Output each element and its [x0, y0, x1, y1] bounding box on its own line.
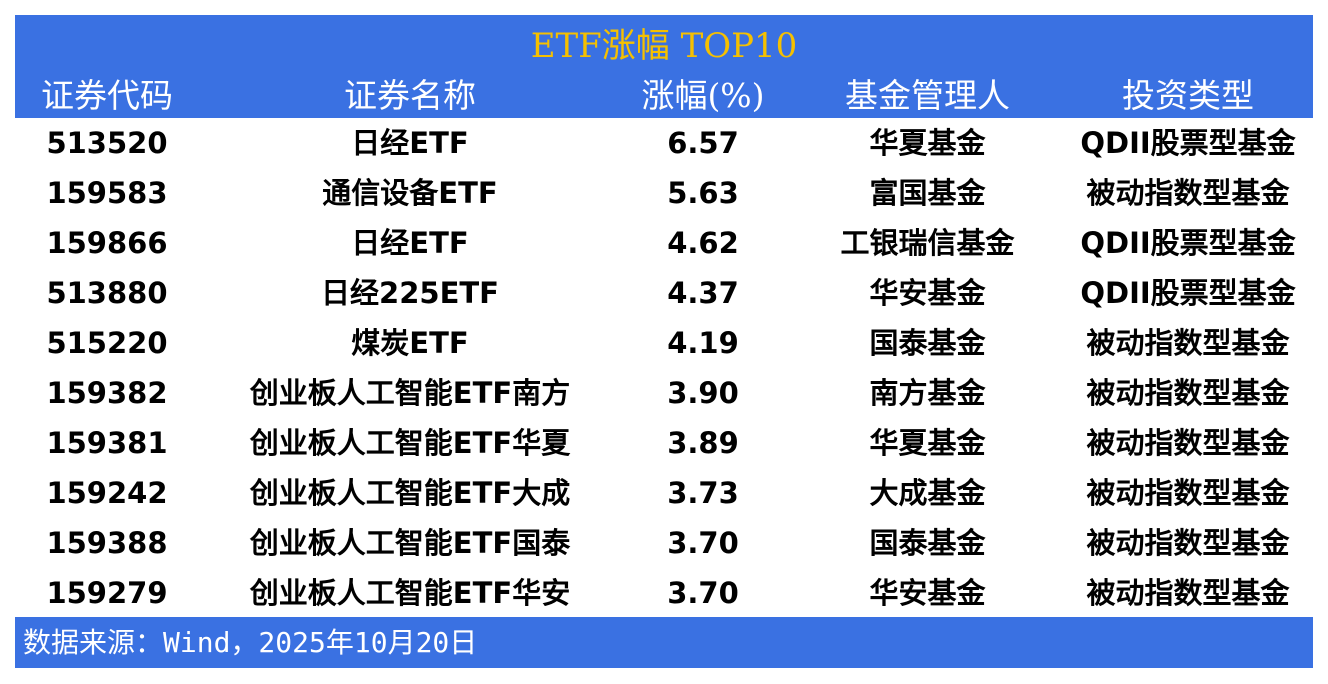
cell-name: 创业板人工智能ETF大成	[249, 476, 571, 510]
table-row: 159382 创业板人工智能ETF南方 3.90 南方基金 被动指数型基金	[15, 368, 1313, 418]
cell-code: 159279	[46, 576, 168, 610]
cell-code: 159381	[46, 426, 168, 460]
cell-manager: 大成基金	[869, 476, 986, 510]
table-row: 513520 日经ETF 6.57 华夏基金 QDII股票型基金	[15, 118, 1313, 168]
header-change: 涨幅(%)	[641, 76, 765, 115]
cell-type: 被动指数型基金	[1086, 476, 1290, 510]
cell-name: 创业板人工智能ETF国泰	[249, 526, 571, 560]
cell-name: 创业板人工智能ETF南方	[249, 376, 571, 410]
cell-name: 创业板人工智能ETF华安	[249, 576, 571, 610]
table-title: ETF涨幅 TOP10	[530, 26, 798, 66]
header-manager: 基金管理人	[845, 76, 1010, 115]
cell-change: 3.70	[667, 576, 739, 610]
table-row: 159388 创业板人工智能ETF国泰 3.70 国泰基金 被动指数型基金	[15, 518, 1313, 568]
table-row: 159242 创业板人工智能ETF大成 3.73 大成基金 被动指数型基金	[15, 468, 1313, 518]
cell-code: 159382	[46, 376, 168, 410]
cell-manager: 工银瑞信基金	[840, 226, 1015, 260]
cell-manager: 国泰基金	[869, 326, 986, 360]
column-headers: 证券代码 证券名称 涨幅(%) 基金管理人 投资类型	[15, 73, 1313, 118]
cell-manager: 南方基金	[869, 376, 986, 410]
cell-type: QDII股票型基金	[1080, 126, 1296, 160]
cell-type: 被动指数型基金	[1086, 376, 1290, 410]
header-type: 投资类型	[1122, 76, 1254, 115]
cell-name: 日经ETF	[351, 226, 469, 260]
cell-change: 3.90	[667, 376, 739, 410]
table-row: 159583 通信设备ETF 5.63 富国基金 被动指数型基金	[15, 168, 1313, 218]
cell-manager: 华夏基金	[869, 426, 986, 460]
table-row: 159381 创业板人工智能ETF华夏 3.89 华夏基金 被动指数型基金	[15, 418, 1313, 468]
table-footer: 数据来源：Wind，2025年10月20日	[15, 617, 1313, 668]
cell-name: 煤炭ETF	[351, 326, 469, 360]
cell-type: 被动指数型基金	[1086, 576, 1290, 610]
cell-name: 通信设备ETF	[322, 176, 498, 210]
cell-manager: 富国基金	[869, 176, 986, 210]
cell-code: 159866	[46, 226, 168, 260]
cell-type: 被动指数型基金	[1086, 326, 1290, 360]
cell-manager: 国泰基金	[869, 526, 986, 560]
table-row: 159866 日经ETF 4.62 工银瑞信基金 QDII股票型基金	[15, 218, 1313, 268]
table-row: 513880 日经225ETF 4.37 华安基金 QDII股票型基金	[15, 268, 1313, 318]
cell-change: 3.73	[667, 476, 739, 510]
table-header: ETF涨幅 TOP10 证券代码 证券名称 涨幅(%) 基金管理人 投资类型	[15, 15, 1313, 118]
cell-change: 3.70	[667, 526, 739, 560]
cell-change: 4.37	[667, 276, 739, 310]
cell-code: 159242	[46, 476, 168, 510]
header-code: 证券代码	[41, 76, 173, 115]
cell-code: 513880	[46, 276, 168, 310]
cell-type: 被动指数型基金	[1086, 526, 1290, 560]
header-name: 证券名称	[344, 76, 476, 115]
cell-code: 159388	[46, 526, 168, 560]
table-body: 513520 日经ETF 6.57 华夏基金 QDII股票型基金 159583 通信设备ET…	[15, 118, 1313, 618]
cell-code: 159583	[46, 176, 168, 210]
cell-manager: 华安基金	[869, 576, 986, 610]
cell-name: 日经ETF	[351, 126, 469, 160]
cell-type: 被动指数型基金	[1086, 426, 1290, 460]
table-row: 159279 创业板人工智能ETF华安 3.70 华安基金 被动指数型基金	[15, 568, 1313, 618]
cell-manager: 华安基金	[869, 276, 986, 310]
cell-type: QDII股票型基金	[1080, 226, 1296, 260]
cell-change: 4.62	[667, 226, 739, 260]
cell-code: 513520	[46, 126, 168, 160]
cell-change: 3.89	[667, 426, 739, 460]
cell-change: 4.19	[667, 326, 739, 360]
cell-change: 6.57	[667, 126, 739, 160]
source-note: 数据来源：Wind，2025年10月20日	[23, 626, 478, 659]
cell-change: 5.63	[667, 176, 739, 210]
cell-type: 被动指数型基金	[1086, 176, 1290, 210]
table-row: 515220 煤炭ETF 4.19 国泰基金 被动指数型基金	[15, 318, 1313, 368]
cell-name: 日经225ETF	[321, 276, 499, 310]
cell-manager: 华夏基金	[869, 126, 986, 160]
cell-name: 创业板人工智能ETF华夏	[249, 426, 571, 460]
cell-type: QDII股票型基金	[1080, 276, 1296, 310]
cell-code: 515220	[46, 326, 168, 360]
